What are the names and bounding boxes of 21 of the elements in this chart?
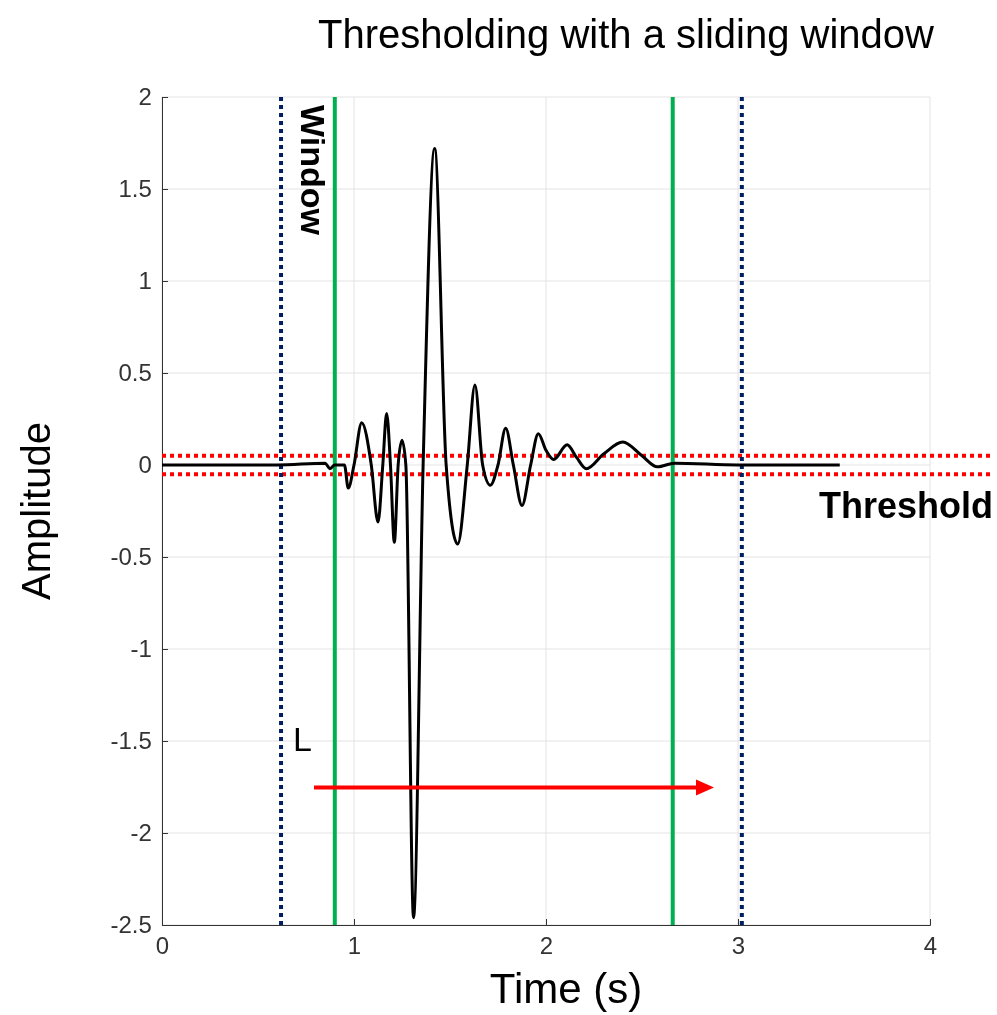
y-tick-label: -2.5 bbox=[110, 911, 152, 939]
y-tick-label: -1.5 bbox=[110, 727, 152, 755]
y-tick-label: 0 bbox=[138, 451, 152, 479]
ref-line-label: L bbox=[293, 720, 312, 758]
x-tick-label: 4 bbox=[923, 932, 938, 960]
x-tick-label: 2 bbox=[539, 932, 554, 960]
y-tick-label: -0.5 bbox=[110, 543, 152, 571]
y-tick-label: -2 bbox=[130, 819, 152, 847]
ref-line-label: Window bbox=[293, 105, 332, 236]
y-tick-label: 2 bbox=[138, 83, 152, 111]
x-axis-title: Time (s) bbox=[489, 965, 643, 1012]
x-tick-label: 0 bbox=[155, 932, 170, 960]
y-axis-title: Amplitude bbox=[14, 422, 58, 600]
y-tick-label: -1 bbox=[130, 635, 152, 663]
chart-title: Thresholding with a sliding window bbox=[318, 12, 935, 56]
y-tick-label: 1.5 bbox=[118, 175, 152, 203]
y-tick-label: 1 bbox=[138, 267, 152, 295]
ref-line-label: Threshold bbox=[818, 484, 993, 526]
x-tick-label: 3 bbox=[731, 932, 746, 960]
y-tick-label: 0.5 bbox=[118, 359, 152, 387]
x-tick-label: 1 bbox=[347, 932, 362, 960]
